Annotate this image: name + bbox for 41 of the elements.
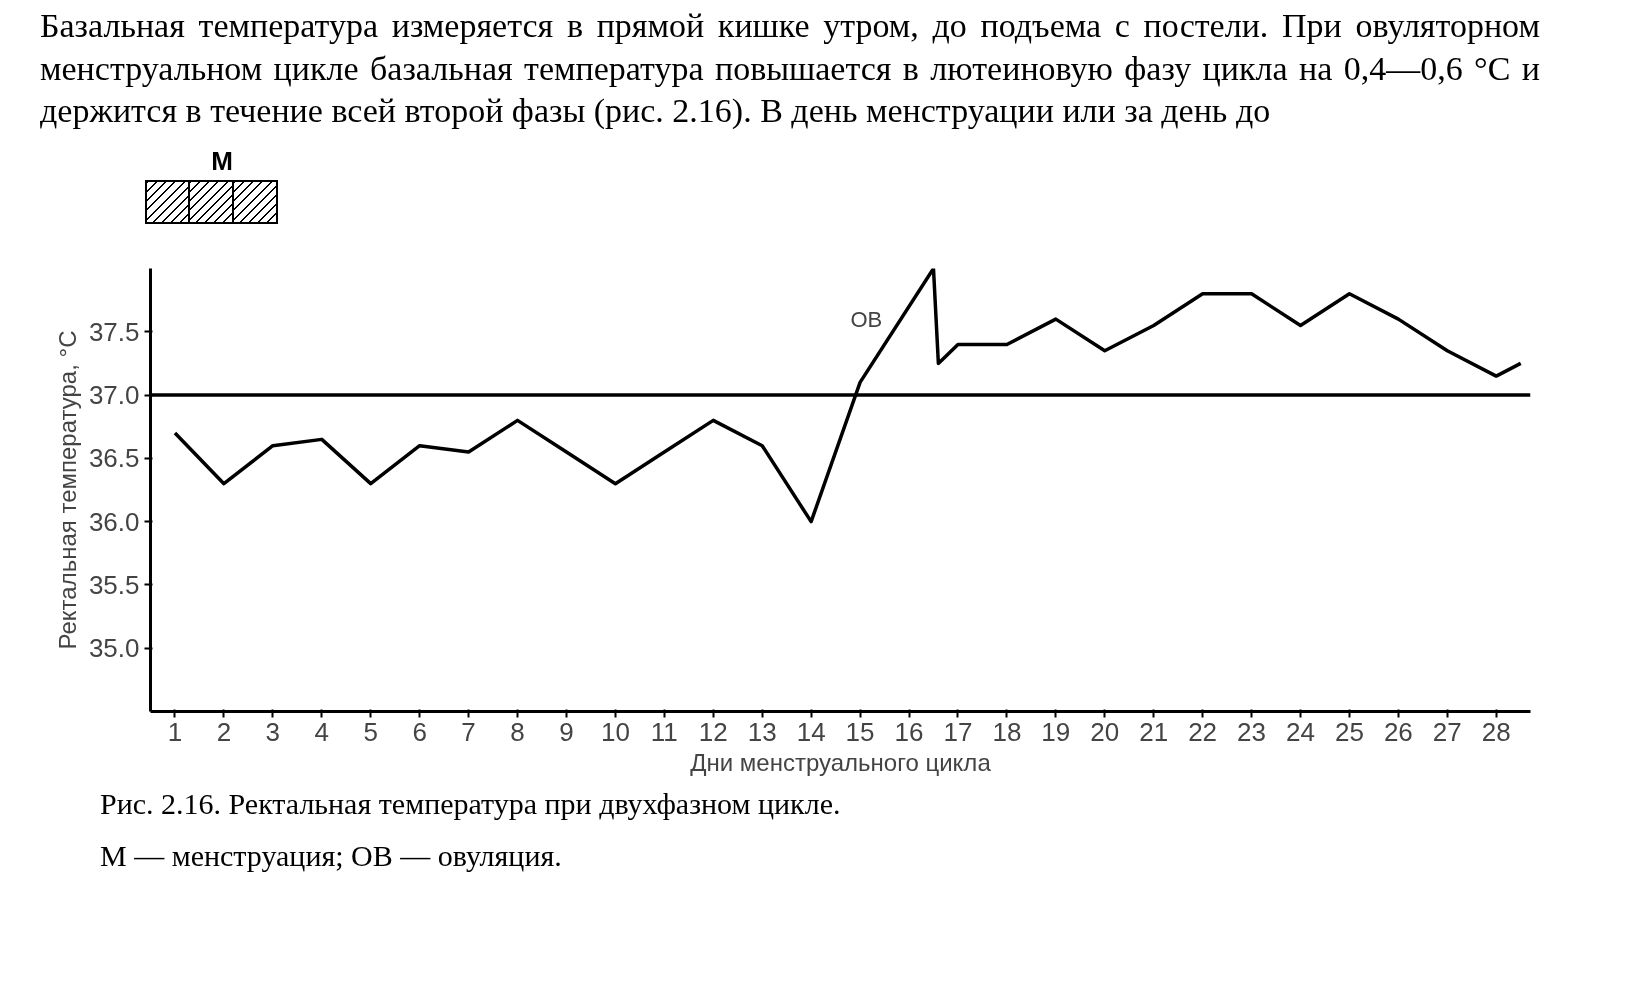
x-tick-label: 22 — [1188, 716, 1218, 746]
x-tick-label: 27 — [1432, 716, 1462, 746]
x-axis-title: Дни менструального цикла — [690, 748, 992, 775]
x-tick-label: 4 — [314, 716, 330, 746]
x-tick-label: 17 — [943, 716, 973, 746]
text: М — [210, 144, 234, 178]
y-tick-label: 36.5 — [88, 442, 140, 473]
x-tick-label: 14 — [796, 716, 826, 746]
x-tick-label: 5 — [363, 716, 378, 746]
y-tick-label: 37.5 — [88, 316, 140, 347]
x-tick-label: 23 — [1237, 716, 1267, 746]
x-tick-label: 20 — [1090, 716, 1120, 746]
x-tick-label: 9 — [559, 716, 574, 746]
y-tick-label: 35.5 — [88, 569, 140, 600]
x-tick-label: 18 — [992, 716, 1022, 746]
y-axis-title: Ректальная температура, °C — [53, 330, 81, 649]
x-tick-label: 2 — [216, 716, 232, 746]
text: М — менструация; ОВ — овуляция. — [100, 838, 562, 875]
x-tick-label: 25 — [1334, 716, 1364, 746]
x-tick-label: 12 — [698, 716, 728, 746]
x-tick-label: 6 — [412, 716, 427, 746]
x-tick-label: 21 — [1139, 716, 1169, 746]
y-tick-label: 36.0 — [88, 506, 140, 537]
text: Базальная температура измеряется в прямой кишке утром, до подъема с постели. При овуляторном менструальном цикле базальная температура повышается в лютеиновую фазу цикла на 0,4—0,6 °С и держится в течение всей второй фазы (рис. 2.16). В день менструации или за день до — [40, 6, 1540, 131]
x-tick-label: 8 — [510, 716, 525, 746]
y-tick-label: 35.0 — [88, 632, 140, 663]
x-tick-label: 7 — [461, 716, 476, 746]
x-tick-label: 26 — [1383, 716, 1413, 746]
y-tick-label: 37.0 — [88, 379, 140, 410]
annotation: ОВ — [850, 306, 883, 331]
x-tick-label: 11 — [650, 716, 678, 746]
x-tick-label: 24 — [1286, 716, 1315, 746]
x-tick-label: 16 — [894, 716, 924, 746]
text: Рис. 2.16. Ректальная температура при двухфазном цикле. — [100, 785, 841, 822]
x-tick-label: 15 — [845, 716, 875, 746]
x-tick-label: 28 — [1481, 716, 1511, 746]
x-tick-label: 1 — [167, 716, 183, 746]
x-tick-label: 3 — [265, 716, 281, 746]
x-tick-label: 13 — [747, 716, 777, 746]
x-tick-label: 19 — [1041, 716, 1071, 746]
x-tick-label: 10 — [600, 716, 630, 746]
